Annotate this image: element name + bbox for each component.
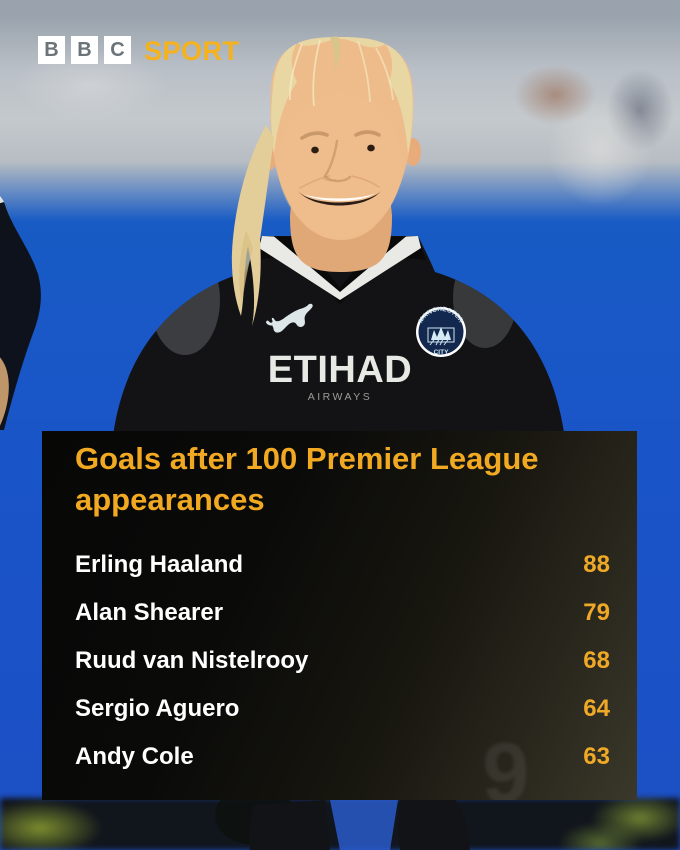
svg-text:CITY: CITY <box>434 349 449 356</box>
svg-text:AIRWAYS: AIRWAYS <box>308 391 373 403</box>
svg-text:ETIHAD: ETIHAD <box>268 349 412 391</box>
